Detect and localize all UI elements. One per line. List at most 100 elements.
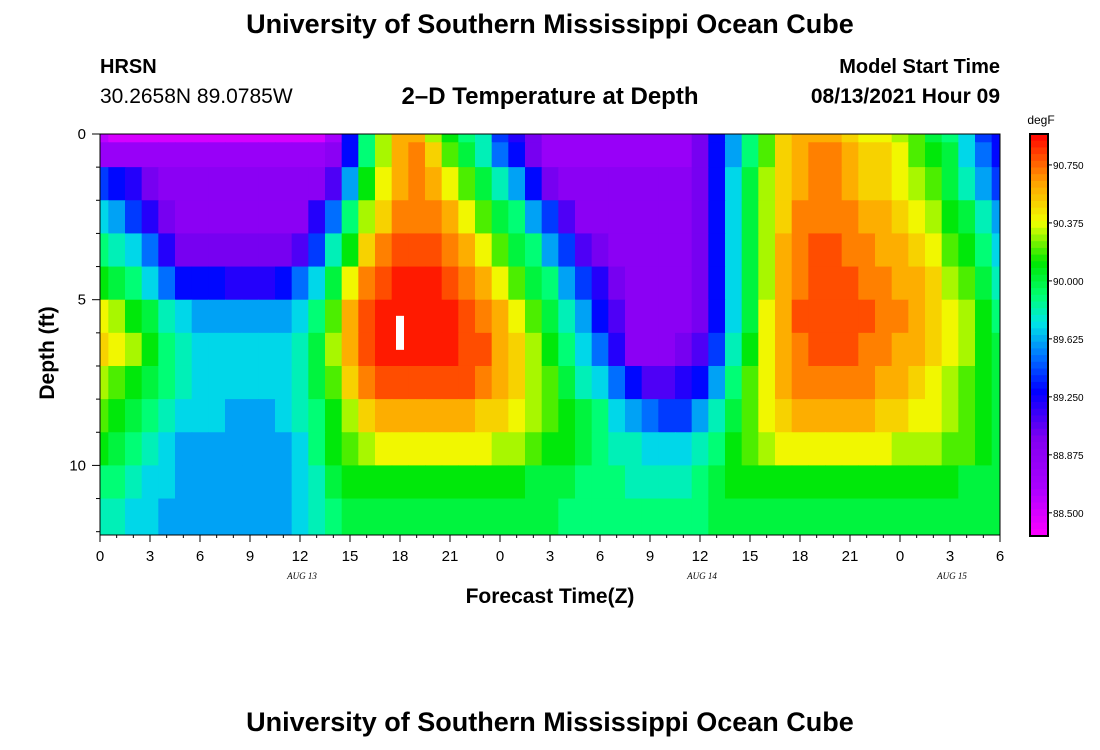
heatmap-cell [608,200,626,235]
heatmap-cell [725,365,743,400]
heatmap-cell [658,432,676,466]
colorbar-segment [1030,361,1048,370]
heatmap-cell [791,432,809,466]
heatmap-cell [341,525,359,535]
heatmap-cell [175,266,193,301]
heatmap-cell [541,525,559,535]
heatmap-cell [225,200,243,235]
heatmap-cell [658,332,676,367]
heatmap-cell [191,134,209,143]
heatmap-cell [291,365,309,400]
heatmap-cell [525,167,543,201]
heatmap-cell [658,266,676,301]
heatmap-cell [858,498,876,526]
heatmap-cell [325,498,343,526]
heatmap-cell [258,465,276,500]
heatmap-cell [791,266,809,301]
heatmap-cell [858,142,876,168]
heatmap-cell [691,266,709,301]
heatmap-cell [825,365,843,400]
heatmap-cell [658,200,676,235]
heatmap-cell [508,233,526,268]
heatmap-cell [408,432,426,466]
heatmap-cell [375,200,393,235]
heatmap-cell [425,365,443,400]
heatmap-cell [791,200,809,235]
heatmap-cell [925,432,943,466]
heatmap-cell [825,399,843,433]
heatmap-cell [541,465,559,500]
heatmap-cell [525,332,543,367]
heatmap-cell [241,432,259,466]
heatmap-cell [775,266,793,301]
heatmap-cell [925,498,943,526]
colorbar-segment [1030,314,1048,323]
heatmap-cell [825,266,843,301]
heatmap-cell [308,167,326,201]
heatmap-cell [991,167,1000,201]
heatmap-cell [141,525,159,535]
heatmap-cell [391,233,409,268]
heatmap-cell [541,200,559,235]
heatmap-cell [808,525,826,535]
heatmap-cell [308,465,326,500]
heatmap-cell [458,365,476,400]
heatmap-cell [791,465,809,500]
colorbar-segment [1030,355,1048,363]
heatmap-cell [100,200,109,235]
x-tick-label: 3 [946,548,954,565]
heatmap-cell [725,200,743,235]
heatmap-cell [341,365,359,400]
heatmap-cell [225,399,243,433]
heatmap-cell [325,525,343,535]
heatmap-cell [458,525,476,535]
heatmap-cell [908,399,926,433]
heatmap-cell [991,299,1000,334]
heatmap-cell [208,332,226,367]
heatmap-cell [258,200,276,235]
heatmap-cell [841,332,859,367]
colorbar-segment [1030,247,1048,256]
heatmap-cell [391,498,409,526]
heatmap-cell [408,142,426,168]
heatmap-cell [958,266,976,301]
heatmap-cell [525,266,543,301]
heatmap-cell [991,465,1000,500]
heatmap-cell [108,134,126,143]
heatmap-cell [158,432,176,466]
heatmap-cell [575,332,593,367]
colorbar-segment [1030,214,1048,222]
heatmap-cell [875,465,893,500]
heatmap-cell [325,233,343,268]
heatmap-cell [641,200,659,235]
heatmap-cell [975,332,993,367]
heatmap-cell [308,142,326,168]
heatmap-cell [158,134,176,143]
heatmap-cell [441,299,459,334]
heatmap-cell [775,142,793,168]
heatmap-cell [958,200,976,235]
chart-axes: 0 3 6 9 12 15 18 21 0 3 6 9 12 15 18 21 0 3 6 AUG 13 AUG 14 A… [69,126,1004,581]
heatmap-cell [641,498,659,526]
heatmap-cell [591,432,609,466]
heatmap-cell [991,365,1000,400]
heatmap-cell [508,167,526,201]
heatmap-cell [475,399,493,433]
heatmap-cell [875,432,893,466]
heatmap-cell [291,332,309,367]
heatmap-cell [925,399,943,433]
colorbar-unit-label: degF [1027,113,1054,127]
heatmap-cell [825,525,843,535]
heatmap-cell [508,332,526,367]
heatmap-cell [325,432,343,466]
heatmap-cell [675,167,693,201]
x-tick-label: 3 [146,548,154,565]
colorbar-segment [1030,368,1048,376]
heatmap-cell [708,365,726,400]
heatmap-cell [741,498,759,526]
heatmap-cell [891,332,909,367]
heatmap-cell [675,233,693,268]
colorbar-segment [1030,395,1048,403]
heatmap-cell [841,233,859,268]
heatmap-cell [558,142,576,168]
